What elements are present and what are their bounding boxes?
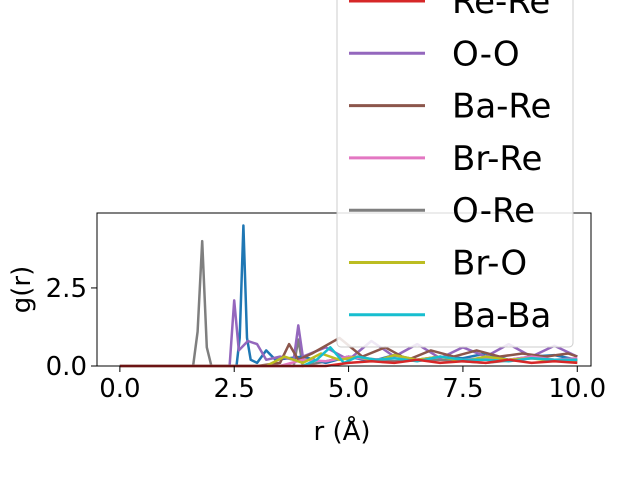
x-tick-label: 0.0 [99,374,140,404]
y-tick-label: 0.0 [46,352,87,382]
series-line-2 [119,299,578,368]
legend-label: O-O [452,34,520,74]
legend-label: Br-Re [452,139,542,179]
series-line-7 [119,358,578,368]
legend-label: Ba-Re [452,87,551,127]
legend-box [336,0,574,348]
series-line-6 [119,346,578,368]
tick-layer: 0.0 2.5 5.0 7.5 10.0 0.0 2.5 [46,274,607,404]
series-line-3 [119,336,578,368]
x-tick-label: 7.5 [442,374,483,404]
legend-items: Re-Re O-O Ba-Re Br-Re O-Re Br-O Ba-Ba [349,0,551,336]
y-tick-label: 2.5 [46,274,87,304]
legend: Re-Re O-O Ba-Re Br-Re O-Re Br-O Ba-Ba [336,0,574,348]
legend-label: Re-Re [452,0,550,22]
x-tick-label: 10.0 [548,374,606,404]
x-axis-label: r (Å) [313,415,370,447]
y-axis-label: g(r) [7,266,37,313]
legend-label: Br-O [452,244,527,284]
x-tick-label: 5.0 [328,374,369,404]
series-layer [119,224,578,368]
legend-label: O-Re [452,191,535,231]
x-tick-label: 2.5 [214,374,255,404]
legend-label: Ba-Ba [452,296,551,336]
